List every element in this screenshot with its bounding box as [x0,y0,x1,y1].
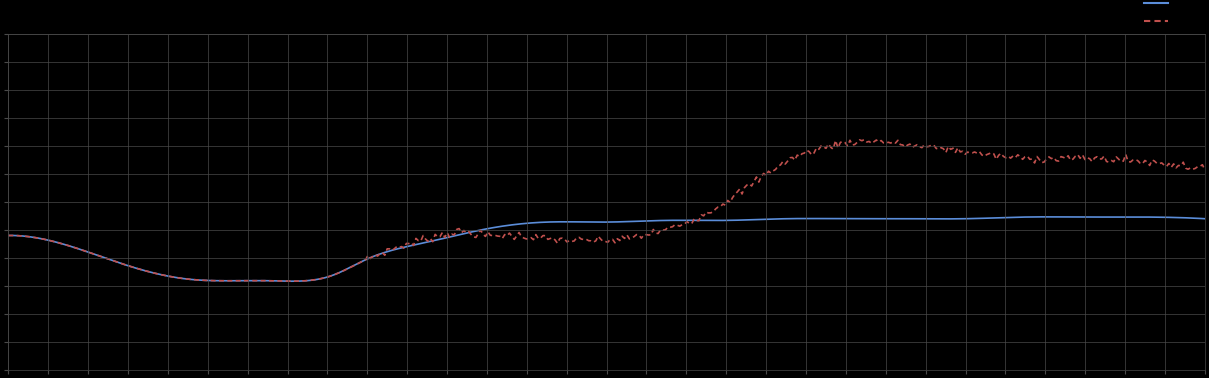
Legend: , : , [1144,0,1176,26]
